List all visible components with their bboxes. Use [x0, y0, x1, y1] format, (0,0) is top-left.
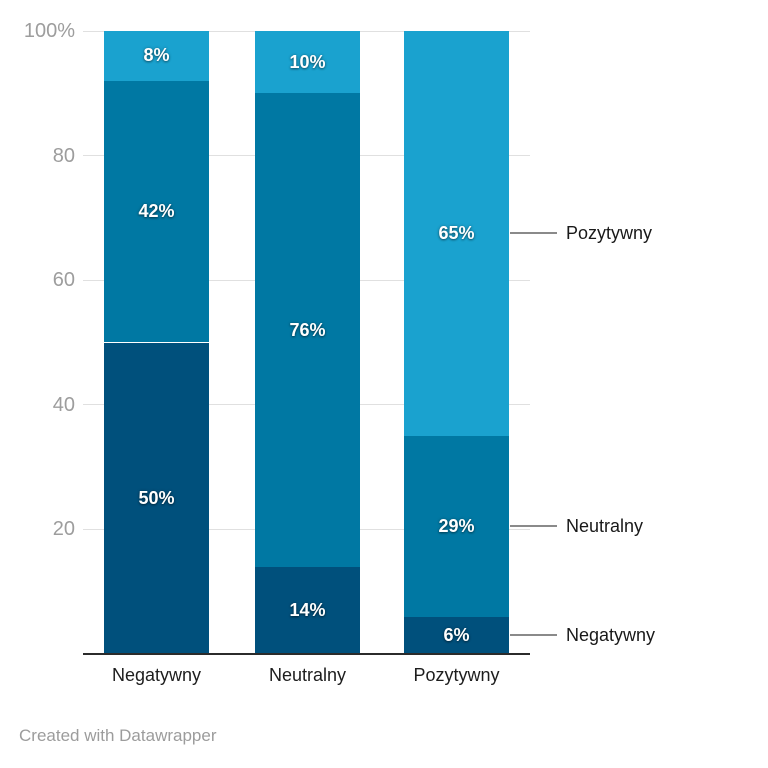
- x-axis-category-label: Neutralny: [268, 665, 347, 685]
- x-axis-category-label: Pozytywny: [413, 665, 500, 685]
- bar-segment-pozytywny-neutralny: 10%: [255, 31, 360, 94]
- segment-value-label: 14%: [289, 599, 326, 620]
- bar-segment-neutralny-pozytywny: 29%: [404, 435, 509, 617]
- bar-segment-negatywny-pozytywny: 6%: [404, 616, 509, 654]
- y-axis-tick-label: 20: [52, 518, 75, 541]
- y-axis-tick-label: 60: [52, 269, 75, 292]
- segment-value-label: 50%: [138, 487, 175, 508]
- x-axis-line: [83, 653, 530, 655]
- legend-connector-pozytywny: [510, 232, 557, 235]
- legend-label-negatywny: Negatywny: [566, 625, 656, 646]
- x-axis-category-label: Negatywny: [111, 665, 202, 685]
- bar-segment-pozytywny-pozytywny: 65%: [404, 31, 509, 436]
- y-axis-tick-label: 100%: [23, 20, 75, 42]
- y-axis-tick-label: 40: [52, 393, 75, 416]
- legend-connector-neutralny: [510, 525, 557, 528]
- bar-segment-neutralny-neutralny: 76%: [255, 93, 360, 567]
- segment-value-label: 65%: [438, 222, 475, 243]
- legend-label-pozytywny: Pozytywny: [566, 223, 653, 244]
- bar-segment-negatywny-negatywny: 50%: [104, 342, 209, 654]
- segment-value-label: 76%: [289, 319, 326, 340]
- attribution-text: Created with Datawrapper: [19, 726, 217, 745]
- bar-segment-negatywny-neutralny: 14%: [255, 566, 360, 654]
- legend-label-neutralny: Neutralny: [566, 516, 644, 537]
- y-axis-tick-label: 80: [52, 144, 75, 167]
- bar-segment-neutralny-negatywny: 42%: [104, 80, 209, 343]
- bar-segment-pozytywny-negatywny: 8%: [104, 31, 209, 81]
- segment-value-label: 29%: [438, 515, 475, 536]
- segment-value-label: 10%: [289, 51, 326, 72]
- legend-connector-negatywny: [510, 634, 557, 637]
- segment-value-label: 42%: [138, 201, 175, 222]
- segment-value-label: 8%: [143, 45, 170, 66]
- segment-value-label: 6%: [443, 624, 470, 645]
